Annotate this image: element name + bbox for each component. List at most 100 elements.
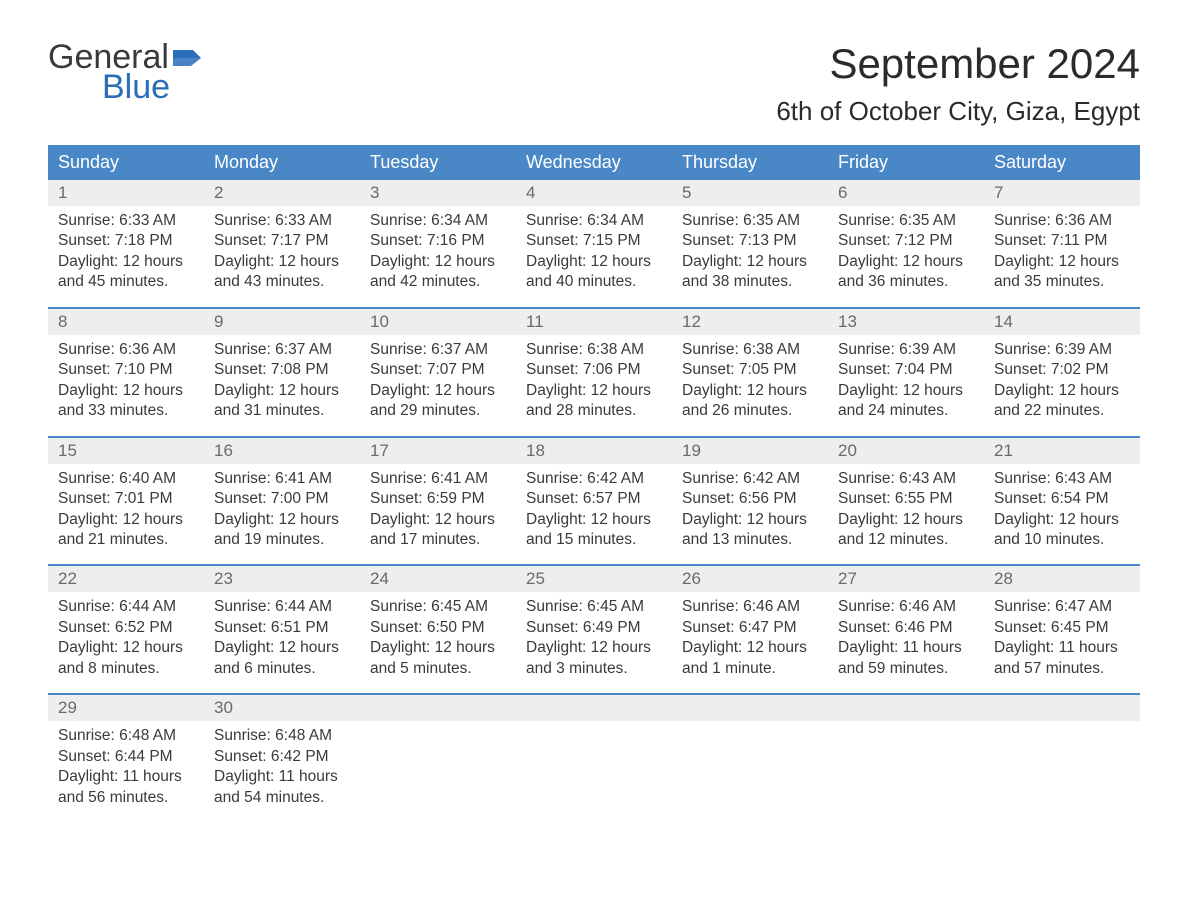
calendar-day: 25Sunrise: 6:45 AMSunset: 6:49 PMDayligh… [516,566,672,693]
sunset-line: Sunset: 7:18 PM [58,231,194,251]
day-number: 15 [48,438,204,464]
day-body: Sunrise: 6:37 AMSunset: 7:07 PMDaylight:… [360,335,516,422]
calendar-day: 18Sunrise: 6:42 AMSunset: 6:57 PMDayligh… [516,438,672,565]
calendar: SundayMondayTuesdayWednesdayThursdayFrid… [48,145,1140,822]
sunset-line: Sunset: 7:07 PM [370,360,506,380]
sunrise-line: Sunrise: 6:33 AM [214,211,350,231]
day-number: 20 [828,438,984,464]
calendar-day: 10Sunrise: 6:37 AMSunset: 7:07 PMDayligh… [360,309,516,436]
sunrise-line: Sunrise: 6:45 AM [370,597,506,617]
day-number [360,695,516,721]
weekday-header: Thursday [672,145,828,180]
day-number: 22 [48,566,204,592]
calendar-day: 28Sunrise: 6:47 AMSunset: 6:45 PMDayligh… [984,566,1140,693]
day-body: Sunrise: 6:37 AMSunset: 7:08 PMDaylight:… [204,335,360,422]
calendar-day: 20Sunrise: 6:43 AMSunset: 6:55 PMDayligh… [828,438,984,565]
day-number: 28 [984,566,1140,592]
day-body: Sunrise: 6:42 AMSunset: 6:56 PMDaylight:… [672,464,828,551]
day-body: Sunrise: 6:47 AMSunset: 6:45 PMDaylight:… [984,592,1140,679]
day-number: 26 [672,566,828,592]
sunrise-line: Sunrise: 6:36 AM [994,211,1130,231]
calendar-day: 9Sunrise: 6:37 AMSunset: 7:08 PMDaylight… [204,309,360,436]
daylight-line: Daylight: 12 hours and 15 minutes. [526,510,662,551]
calendar-day: 8Sunrise: 6:36 AMSunset: 7:10 PMDaylight… [48,309,204,436]
day-number [984,695,1140,721]
day-body: Sunrise: 6:41 AMSunset: 6:59 PMDaylight:… [360,464,516,551]
sunset-line: Sunset: 7:02 PM [994,360,1130,380]
daylight-line: Daylight: 12 hours and 43 minutes. [214,252,350,293]
daylight-line: Daylight: 12 hours and 42 minutes. [370,252,506,293]
sunrise-line: Sunrise: 6:46 AM [838,597,974,617]
weekday-header: Monday [204,145,360,180]
calendar-day: 17Sunrise: 6:41 AMSunset: 6:59 PMDayligh… [360,438,516,565]
calendar-day: 2Sunrise: 6:33 AMSunset: 7:17 PMDaylight… [204,180,360,307]
sunset-line: Sunset: 7:04 PM [838,360,974,380]
daylight-line: Daylight: 12 hours and 38 minutes. [682,252,818,293]
sunrise-line: Sunrise: 6:38 AM [682,340,818,360]
day-body: Sunrise: 6:35 AMSunset: 7:12 PMDaylight:… [828,206,984,293]
weekday-header: Tuesday [360,145,516,180]
sunrise-line: Sunrise: 6:42 AM [526,469,662,489]
weekday-header: Friday [828,145,984,180]
day-body: Sunrise: 6:44 AMSunset: 6:52 PMDaylight:… [48,592,204,679]
daylight-line: Daylight: 11 hours and 56 minutes. [58,767,194,808]
day-number: 12 [672,309,828,335]
sunset-line: Sunset: 7:01 PM [58,489,194,509]
day-number: 25 [516,566,672,592]
calendar-day: 14Sunrise: 6:39 AMSunset: 7:02 PMDayligh… [984,309,1140,436]
calendar-day: 1Sunrise: 6:33 AMSunset: 7:18 PMDaylight… [48,180,204,307]
sunset-line: Sunset: 6:51 PM [214,618,350,638]
sunrise-line: Sunrise: 6:44 AM [58,597,194,617]
day-number: 6 [828,180,984,206]
sunset-line: Sunset: 6:44 PM [58,747,194,767]
daylight-line: Daylight: 12 hours and 12 minutes. [838,510,974,551]
daylight-line: Daylight: 12 hours and 10 minutes. [994,510,1130,551]
daylight-line: Daylight: 12 hours and 22 minutes. [994,381,1130,422]
day-number: 3 [360,180,516,206]
sunset-line: Sunset: 6:56 PM [682,489,818,509]
sunset-line: Sunset: 7:11 PM [994,231,1130,251]
sunset-line: Sunset: 6:52 PM [58,618,194,638]
day-body: Sunrise: 6:34 AMSunset: 7:16 PMDaylight:… [360,206,516,293]
sunrise-line: Sunrise: 6:36 AM [58,340,194,360]
day-body: Sunrise: 6:44 AMSunset: 6:51 PMDaylight:… [204,592,360,679]
day-body: Sunrise: 6:39 AMSunset: 7:04 PMDaylight:… [828,335,984,422]
calendar-body: 1Sunrise: 6:33 AMSunset: 7:18 PMDaylight… [48,180,1140,822]
daylight-line: Daylight: 12 hours and 13 minutes. [682,510,818,551]
sunrise-line: Sunrise: 6:37 AM [214,340,350,360]
logo-word2: Blue [48,70,203,104]
calendar-day: 16Sunrise: 6:41 AMSunset: 7:00 PMDayligh… [204,438,360,565]
calendar-day: 27Sunrise: 6:46 AMSunset: 6:46 PMDayligh… [828,566,984,693]
calendar-day: 26Sunrise: 6:46 AMSunset: 6:47 PMDayligh… [672,566,828,693]
daylight-line: Daylight: 12 hours and 28 minutes. [526,381,662,422]
day-number: 10 [360,309,516,335]
daylight-line: Daylight: 12 hours and 24 minutes. [838,381,974,422]
day-body: Sunrise: 6:45 AMSunset: 6:50 PMDaylight:… [360,592,516,679]
sunset-line: Sunset: 7:00 PM [214,489,350,509]
daylight-line: Daylight: 11 hours and 54 minutes. [214,767,350,808]
calendar-day: 23Sunrise: 6:44 AMSunset: 6:51 PMDayligh… [204,566,360,693]
sunset-line: Sunset: 7:12 PM [838,231,974,251]
day-body: Sunrise: 6:38 AMSunset: 7:06 PMDaylight:… [516,335,672,422]
calendar-day: 22Sunrise: 6:44 AMSunset: 6:52 PMDayligh… [48,566,204,693]
day-body: Sunrise: 6:33 AMSunset: 7:17 PMDaylight:… [204,206,360,293]
day-number: 2 [204,180,360,206]
day-body: Sunrise: 6:43 AMSunset: 6:55 PMDaylight:… [828,464,984,551]
day-body: Sunrise: 6:40 AMSunset: 7:01 PMDaylight:… [48,464,204,551]
sunrise-line: Sunrise: 6:33 AM [58,211,194,231]
sunset-line: Sunset: 7:10 PM [58,360,194,380]
sunset-line: Sunset: 6:59 PM [370,489,506,509]
sunrise-line: Sunrise: 6:41 AM [370,469,506,489]
daylight-line: Daylight: 12 hours and 5 minutes. [370,638,506,679]
sunrise-line: Sunrise: 6:39 AM [994,340,1130,360]
calendar-header-row: SundayMondayTuesdayWednesdayThursdayFrid… [48,145,1140,180]
daylight-line: Daylight: 12 hours and 21 minutes. [58,510,194,551]
sunrise-line: Sunrise: 6:39 AM [838,340,974,360]
daylight-line: Daylight: 12 hours and 17 minutes. [370,510,506,551]
daylight-line: Daylight: 12 hours and 40 minutes. [526,252,662,293]
sunrise-line: Sunrise: 6:41 AM [214,469,350,489]
daylight-line: Daylight: 12 hours and 26 minutes. [682,381,818,422]
sunrise-line: Sunrise: 6:48 AM [214,726,350,746]
sunrise-line: Sunrise: 6:43 AM [838,469,974,489]
day-number: 18 [516,438,672,464]
